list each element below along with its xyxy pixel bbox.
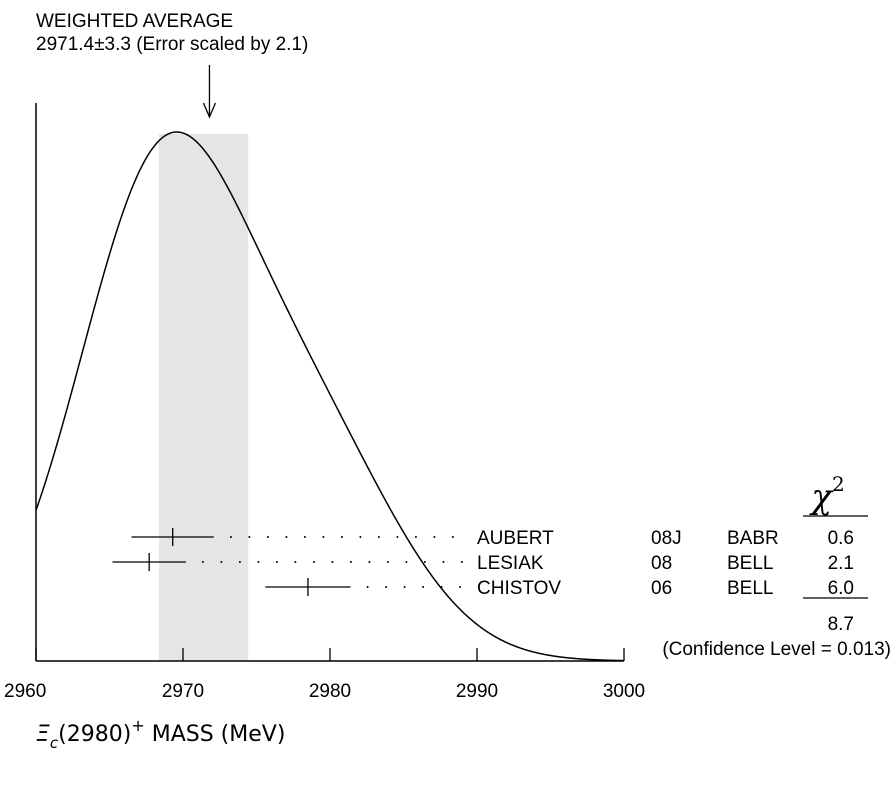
- leader-dot: [331, 561, 334, 563]
- chi2-total: 8.7: [828, 614, 854, 635]
- leader-dot: [368, 561, 371, 563]
- leader-dot: [460, 561, 463, 563]
- leader-dot: [303, 536, 306, 538]
- leader-dot: [386, 561, 389, 563]
- label-experiment: BELL: [727, 553, 773, 574]
- leader-dot: [238, 561, 241, 563]
- leader-dot: [433, 536, 436, 538]
- leader-dot: [248, 536, 251, 538]
- x-tick-label-2980: 2980: [309, 681, 351, 702]
- ideogram-curve: [35, 131, 625, 662]
- leader-dot: [340, 536, 343, 538]
- label-author: AUBERT: [477, 528, 554, 549]
- chi2-header: χ2: [809, 472, 844, 517]
- leader-dot: [440, 586, 443, 588]
- x-tick-label-2970: 2970: [162, 681, 204, 702]
- leader-dot: [459, 586, 462, 588]
- leader-dot: [385, 586, 388, 588]
- label-experiment: BABR: [727, 528, 779, 549]
- label-chi2: 0.6: [828, 528, 854, 549]
- leader-dot: [229, 536, 232, 538]
- label-year: 06: [651, 578, 672, 599]
- leader-dot: [422, 586, 425, 588]
- leader-dot: [403, 586, 406, 588]
- leader-dot: [294, 561, 297, 563]
- leader-dot: [451, 536, 454, 538]
- label-year: 08: [651, 553, 672, 574]
- x-tick-label-2960: 2960: [4, 681, 46, 702]
- confidence-level: (Confidence Level = 0.013): [662, 639, 891, 660]
- leader-dot: [266, 536, 269, 538]
- leader-dot: [377, 536, 380, 538]
- label-chi2: 2.1: [828, 553, 854, 574]
- leader-dot: [442, 561, 445, 563]
- leader-dot: [414, 536, 417, 538]
- leader-dot: [257, 561, 260, 563]
- label-chi2: 6.0: [828, 578, 854, 599]
- measurement-labels: AUBERT 08J BABR 0.6 LESIAK 08 BELL 2.1 CHISTOV 06…: [477, 528, 854, 599]
- leader-dot: [423, 561, 426, 563]
- weighted-average-band: [158, 134, 249, 661]
- x-axis-ticks: 2960 2970 2980 2990 3000: [4, 648, 645, 702]
- label-author: LESIAK: [477, 553, 544, 574]
- leader-dot: [366, 586, 369, 588]
- leader-dot: [322, 536, 325, 538]
- leader-dot: [312, 561, 315, 563]
- chart-title: WEIGHTED AVERAGE: [36, 11, 233, 32]
- label-year: 08J: [651, 528, 682, 549]
- leader-dot: [396, 536, 399, 538]
- leader-dot: [220, 561, 223, 563]
- leader-dot: [359, 536, 362, 538]
- x-axis-label: Ξc(2980)+ MASS (MeV): [36, 716, 285, 752]
- label-author: CHISTOV: [477, 578, 561, 599]
- leader-dot: [275, 561, 278, 563]
- leader-dot: [405, 561, 408, 563]
- x-tick-label-3000: 3000: [603, 681, 645, 702]
- label-experiment: BELL: [727, 578, 773, 599]
- chart-subtitle: 2971.4±3.3 (Error scaled by 2.1): [36, 34, 308, 55]
- measurement-points: [112, 528, 463, 596]
- leader-dot: [285, 536, 288, 538]
- leader-dot: [201, 561, 204, 563]
- x-tick-label-2990: 2990: [456, 681, 498, 702]
- leader-dot: [349, 561, 352, 563]
- weighted-average-arrow: [202, 65, 217, 119]
